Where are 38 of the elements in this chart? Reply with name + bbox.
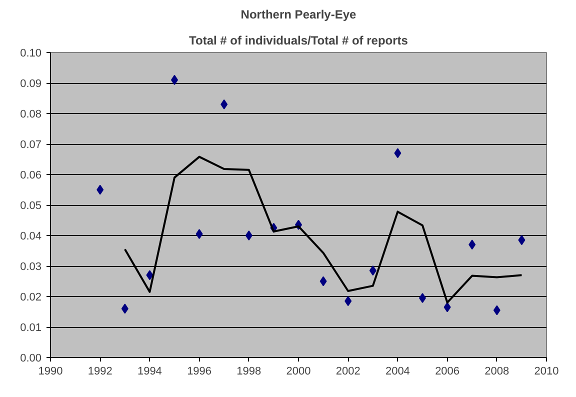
point bbox=[468, 240, 476, 250]
point bbox=[394, 148, 402, 158]
point bbox=[344, 296, 352, 306]
x-tick-label: 1994 bbox=[137, 366, 162, 378]
point bbox=[245, 230, 252, 240]
y-tick-label: 0.04 bbox=[20, 230, 42, 242]
x-tick-label: 1998 bbox=[236, 366, 262, 378]
y-tick-label: 0.06 bbox=[20, 170, 42, 182]
y-tick-label: 0.10 bbox=[20, 48, 42, 60]
y-tick-label: 0.03 bbox=[20, 261, 42, 273]
point bbox=[444, 302, 451, 312]
x-tick-label: 1992 bbox=[88, 366, 112, 378]
y-tick-label: 0.09 bbox=[20, 78, 42, 90]
x-tick-label: 1996 bbox=[187, 366, 212, 378]
x-tick-label: 2002 bbox=[336, 366, 360, 378]
point bbox=[369, 266, 376, 276]
y-tick-label: 0.02 bbox=[20, 292, 42, 304]
chart-subtitle: Total # of individuals/Total # of reports bbox=[189, 34, 408, 48]
y-tick-label: 0.01 bbox=[20, 322, 42, 334]
x-tick-label: 2000 bbox=[286, 366, 311, 378]
x-tick-label: 2008 bbox=[484, 366, 510, 378]
point bbox=[121, 304, 128, 314]
point bbox=[493, 305, 500, 316]
x-tick-label: 2004 bbox=[385, 366, 410, 378]
point bbox=[518, 235, 526, 246]
y-tick-label: 0.08 bbox=[20, 108, 42, 120]
x-tick-label: 2006 bbox=[435, 366, 460, 378]
x-tick-label: 2010 bbox=[534, 366, 559, 378]
point bbox=[96, 184, 104, 195]
point bbox=[196, 228, 203, 239]
point bbox=[146, 270, 154, 280]
y-tick-label: 0.05 bbox=[20, 200, 42, 212]
point bbox=[220, 99, 228, 110]
y-tick-label: 0.07 bbox=[20, 139, 42, 151]
y-tick-label: 0.00 bbox=[20, 352, 42, 364]
point bbox=[320, 276, 327, 286]
x-tick-label: 1990 bbox=[38, 366, 63, 378]
chart-title: Northern Pearly-Eye bbox=[240, 8, 357, 22]
